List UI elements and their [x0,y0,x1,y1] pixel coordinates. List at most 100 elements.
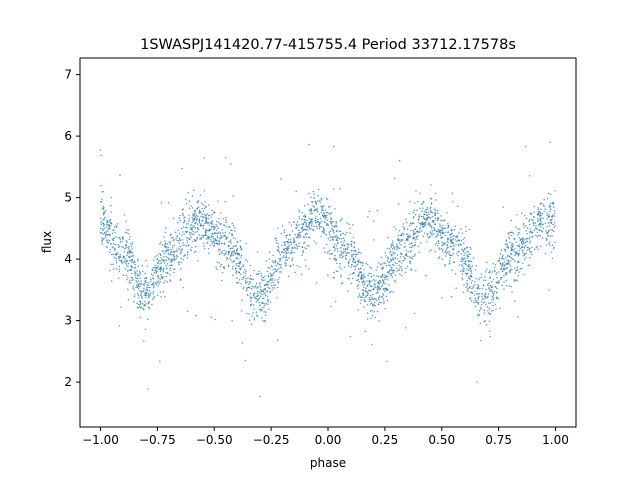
data-point [262,320,264,322]
data-point [137,283,140,286]
data-point [423,222,425,224]
data-point [341,256,344,259]
data-point [340,267,342,270]
data-point [453,261,455,263]
data-point [348,251,350,254]
data-point [232,274,234,277]
data-point [532,219,534,222]
data-point [196,215,199,218]
data-point [154,269,156,271]
data-point [154,256,156,258]
data-point [545,237,547,240]
data-point [528,220,530,222]
data-point [440,247,443,250]
data-point [489,290,491,292]
data-point [120,245,123,248]
data-point [194,215,197,217]
data-point [101,207,104,209]
data-point [457,254,459,257]
data-point [396,262,398,265]
data-point [171,245,174,247]
data-point [345,258,348,260]
data-point [421,221,424,224]
data-point [532,216,535,218]
data-point [434,250,436,253]
data-point [162,250,164,253]
data-point [183,220,186,223]
data-point [332,276,334,279]
data-point [103,224,106,226]
data-point [211,233,213,235]
data-point [484,292,486,295]
data-point [170,264,173,266]
data-point [152,287,155,289]
data-point [153,285,155,287]
data-point [110,211,113,213]
data-point [135,286,137,289]
data-point [202,235,205,237]
data-point [115,224,117,227]
data-point [362,281,364,283]
data-point [229,240,232,243]
data-point [278,276,281,279]
data-point [511,257,514,260]
data-point [179,248,181,251]
data-point [283,241,286,243]
data-point [537,214,540,216]
data-point [389,250,392,253]
data-point [499,253,502,255]
data-point [428,222,431,224]
data-point [541,237,544,240]
data-point [105,226,108,228]
data-point [230,251,233,254]
data-point [187,223,189,225]
data-point [239,239,242,242]
data-point [137,258,139,261]
data-point [546,218,549,220]
data-point [280,267,283,269]
data-point [199,194,202,196]
data-point [107,230,109,233]
data-point [365,295,367,297]
data-point [413,202,416,204]
data-point [152,298,154,300]
data-point [525,230,527,232]
data-point [176,236,178,238]
data-point [476,314,479,316]
data-point [140,294,142,297]
data-point [139,277,141,279]
data-point [233,251,235,254]
data-point [268,280,270,283]
data-point [275,264,278,267]
data-point [318,223,321,225]
data-point [211,209,213,212]
data-point [385,295,388,297]
data-point [329,239,331,242]
data-point [528,174,531,177]
data-point [148,296,150,298]
data-point [549,205,552,208]
data-point [106,221,109,223]
data-point [141,302,144,305]
data-point [136,286,139,289]
data-point [343,250,345,252]
data-point [191,246,193,249]
data-point [402,226,405,228]
data-point [447,237,449,240]
data-point [539,223,541,226]
data-point [450,233,452,235]
data-point [354,266,357,268]
data-point [335,234,338,237]
data-point [169,251,172,254]
data-point [364,330,367,333]
data-point [196,231,198,233]
data-point [498,282,500,284]
data-point [169,243,171,245]
data-point [214,239,217,242]
data-point [468,298,471,300]
data-point [485,268,488,271]
data-point [429,197,432,200]
data-point [381,275,384,278]
data-point [330,218,332,220]
data-point [253,296,256,298]
